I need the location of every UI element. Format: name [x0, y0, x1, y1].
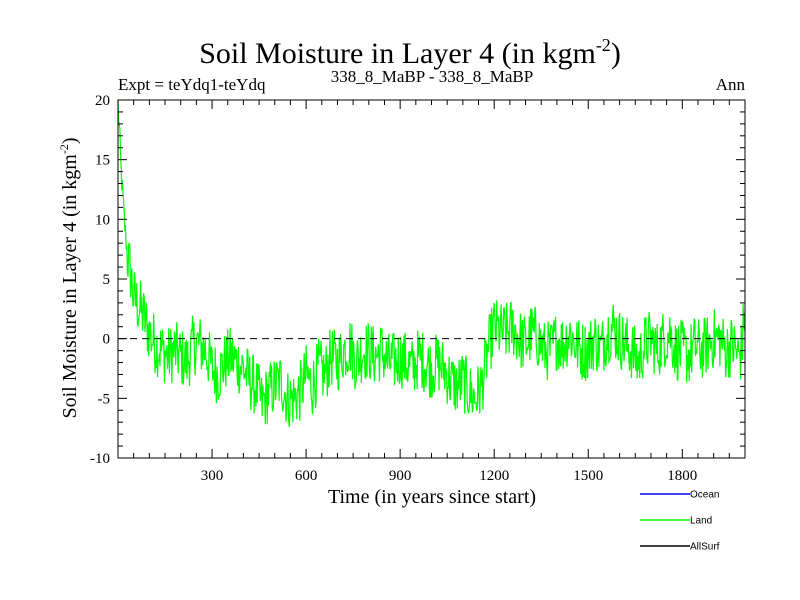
legend: Ocean Land AllSurf — [640, 490, 720, 553]
series-line-land — [117, 99, 746, 427]
x-tick-label: 600 — [295, 468, 318, 484]
y-axis-label-superscript: -2 — [57, 144, 71, 154]
x-tick-label: 1500 — [573, 468, 603, 484]
chart-subtitle-right: Ann — [716, 75, 746, 94]
chart-subtitle-left: Expt = teYdq1-teYdq — [118, 75, 266, 94]
chart-subtitle-center: 338_8_MaBP - 338_8_MaBP — [331, 67, 533, 86]
y-tick-label: 20 — [95, 93, 110, 109]
y-tick-label: 5 — [103, 272, 111, 288]
legend-label-land: Land — [690, 516, 712, 527]
y-tick-label: -10 — [90, 451, 110, 467]
x-tick-label: 1200 — [479, 468, 509, 484]
y-axis-label-end: ) — [59, 137, 81, 144]
y-axis-label-main: Soil Moisture in Layer 4 (in kgm — [59, 154, 81, 419]
y-tick-label: -5 — [98, 391, 111, 407]
legend-label-ocean: Ocean — [690, 490, 719, 501]
y-tick-label: 15 — [95, 153, 110, 169]
y-axis-label: Soil Moisture in Layer 4 (in kgm-2) — [57, 137, 81, 418]
y-tick-label: 10 — [95, 212, 110, 228]
x-tick-label: 300 — [201, 468, 224, 484]
plot-area: 300 600 900 1200 1500 1800 -10 -5 0 5 10 15 20 — [90, 93, 746, 484]
plot-frame — [117, 99, 746, 459]
legend-label-allsurf: AllSurf — [690, 542, 720, 553]
x-tick-label: 1800 — [667, 468, 697, 484]
chart-title-end: ) — [611, 37, 621, 70]
chart-title-superscript: -2 — [596, 35, 611, 55]
x-axis-label: Time (in years since start) — [328, 486, 536, 508]
chart-title-main: Soil Moisture in Layer 4 (in kgm — [199, 37, 596, 70]
x-tick-label: 900 — [389, 468, 412, 484]
y-tick-label: 0 — [103, 332, 111, 348]
chart-title: Soil Moisture in Layer 4 (in kgm-2) — [199, 35, 621, 70]
